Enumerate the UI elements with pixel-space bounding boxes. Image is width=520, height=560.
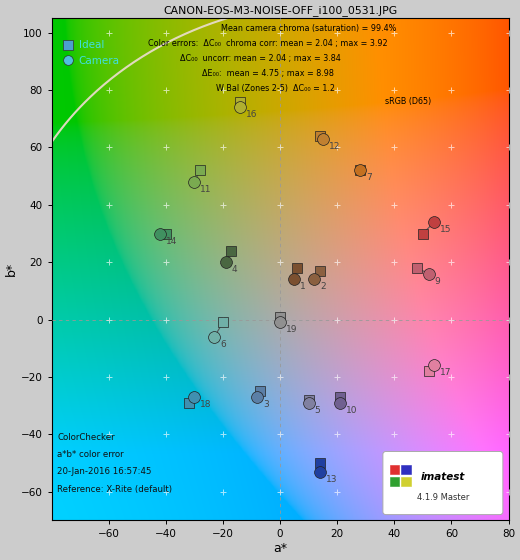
Text: 3: 3 <box>263 400 269 409</box>
Text: imatest: imatest <box>421 472 465 482</box>
Text: 9: 9 <box>434 277 440 286</box>
Bar <box>390 477 399 486</box>
Text: W Bal (Zones 2-5)  ΔC₀₀ = 1.2: W Bal (Zones 2-5) ΔC₀₀ = 1.2 <box>216 84 335 93</box>
X-axis label: a*: a* <box>273 542 287 555</box>
Title: CANON-EOS-M3-NOISE-OFF_i100_0531.JPG: CANON-EOS-M3-NOISE-OFF_i100_0531.JPG <box>163 5 397 16</box>
Bar <box>401 477 411 486</box>
Text: 14: 14 <box>166 236 177 246</box>
Text: 19: 19 <box>286 325 297 334</box>
Text: 13: 13 <box>326 475 337 484</box>
Text: 11: 11 <box>200 185 212 194</box>
Text: 16: 16 <box>246 110 257 119</box>
Text: a*b* color error: a*b* color error <box>57 450 124 459</box>
Bar <box>401 465 411 474</box>
Text: Reference: X-Rite (default): Reference: X-Rite (default) <box>57 484 172 494</box>
Text: 4: 4 <box>231 265 237 274</box>
Text: 4.1.9 Master: 4.1.9 Master <box>417 493 469 502</box>
Text: 18: 18 <box>200 400 212 409</box>
Text: 15: 15 <box>440 225 451 234</box>
Text: 5: 5 <box>314 406 320 415</box>
Text: Color errors:  ΔC₀₀  chroma corr: mean = 2.04 ; max = 3.92: Color errors: ΔC₀₀ chroma corr: mean = 2… <box>148 39 387 48</box>
Text: ΔC₀₀  uncorr: mean = 2.04 ; max = 3.84: ΔC₀₀ uncorr: mean = 2.04 ; max = 3.84 <box>179 54 340 63</box>
Text: 12: 12 <box>329 142 340 151</box>
Text: ColorChecker: ColorChecker <box>57 433 115 442</box>
FancyBboxPatch shape <box>383 451 503 515</box>
Text: 6: 6 <box>220 340 226 349</box>
Text: 10: 10 <box>346 406 357 415</box>
Legend: Ideal, Camera: Ideal, Camera <box>59 36 124 69</box>
Text: sRGB (D65): sRGB (D65) <box>385 97 432 106</box>
Bar <box>390 465 399 474</box>
Text: 1: 1 <box>300 282 306 291</box>
Text: Mean camera chroma (saturation) = 99.4%: Mean camera chroma (saturation) = 99.4% <box>220 24 396 33</box>
Text: ΔE₀₀:  mean = 4.75 ; max = 8.98: ΔE₀₀: mean = 4.75 ; max = 8.98 <box>202 69 334 78</box>
Text: 20-Jan-2016 16:57:45: 20-Jan-2016 16:57:45 <box>57 468 152 477</box>
Text: 2: 2 <box>320 282 326 291</box>
Y-axis label: b*: b* <box>5 262 18 277</box>
Text: 7: 7 <box>366 174 371 183</box>
Text: 17: 17 <box>440 368 451 377</box>
